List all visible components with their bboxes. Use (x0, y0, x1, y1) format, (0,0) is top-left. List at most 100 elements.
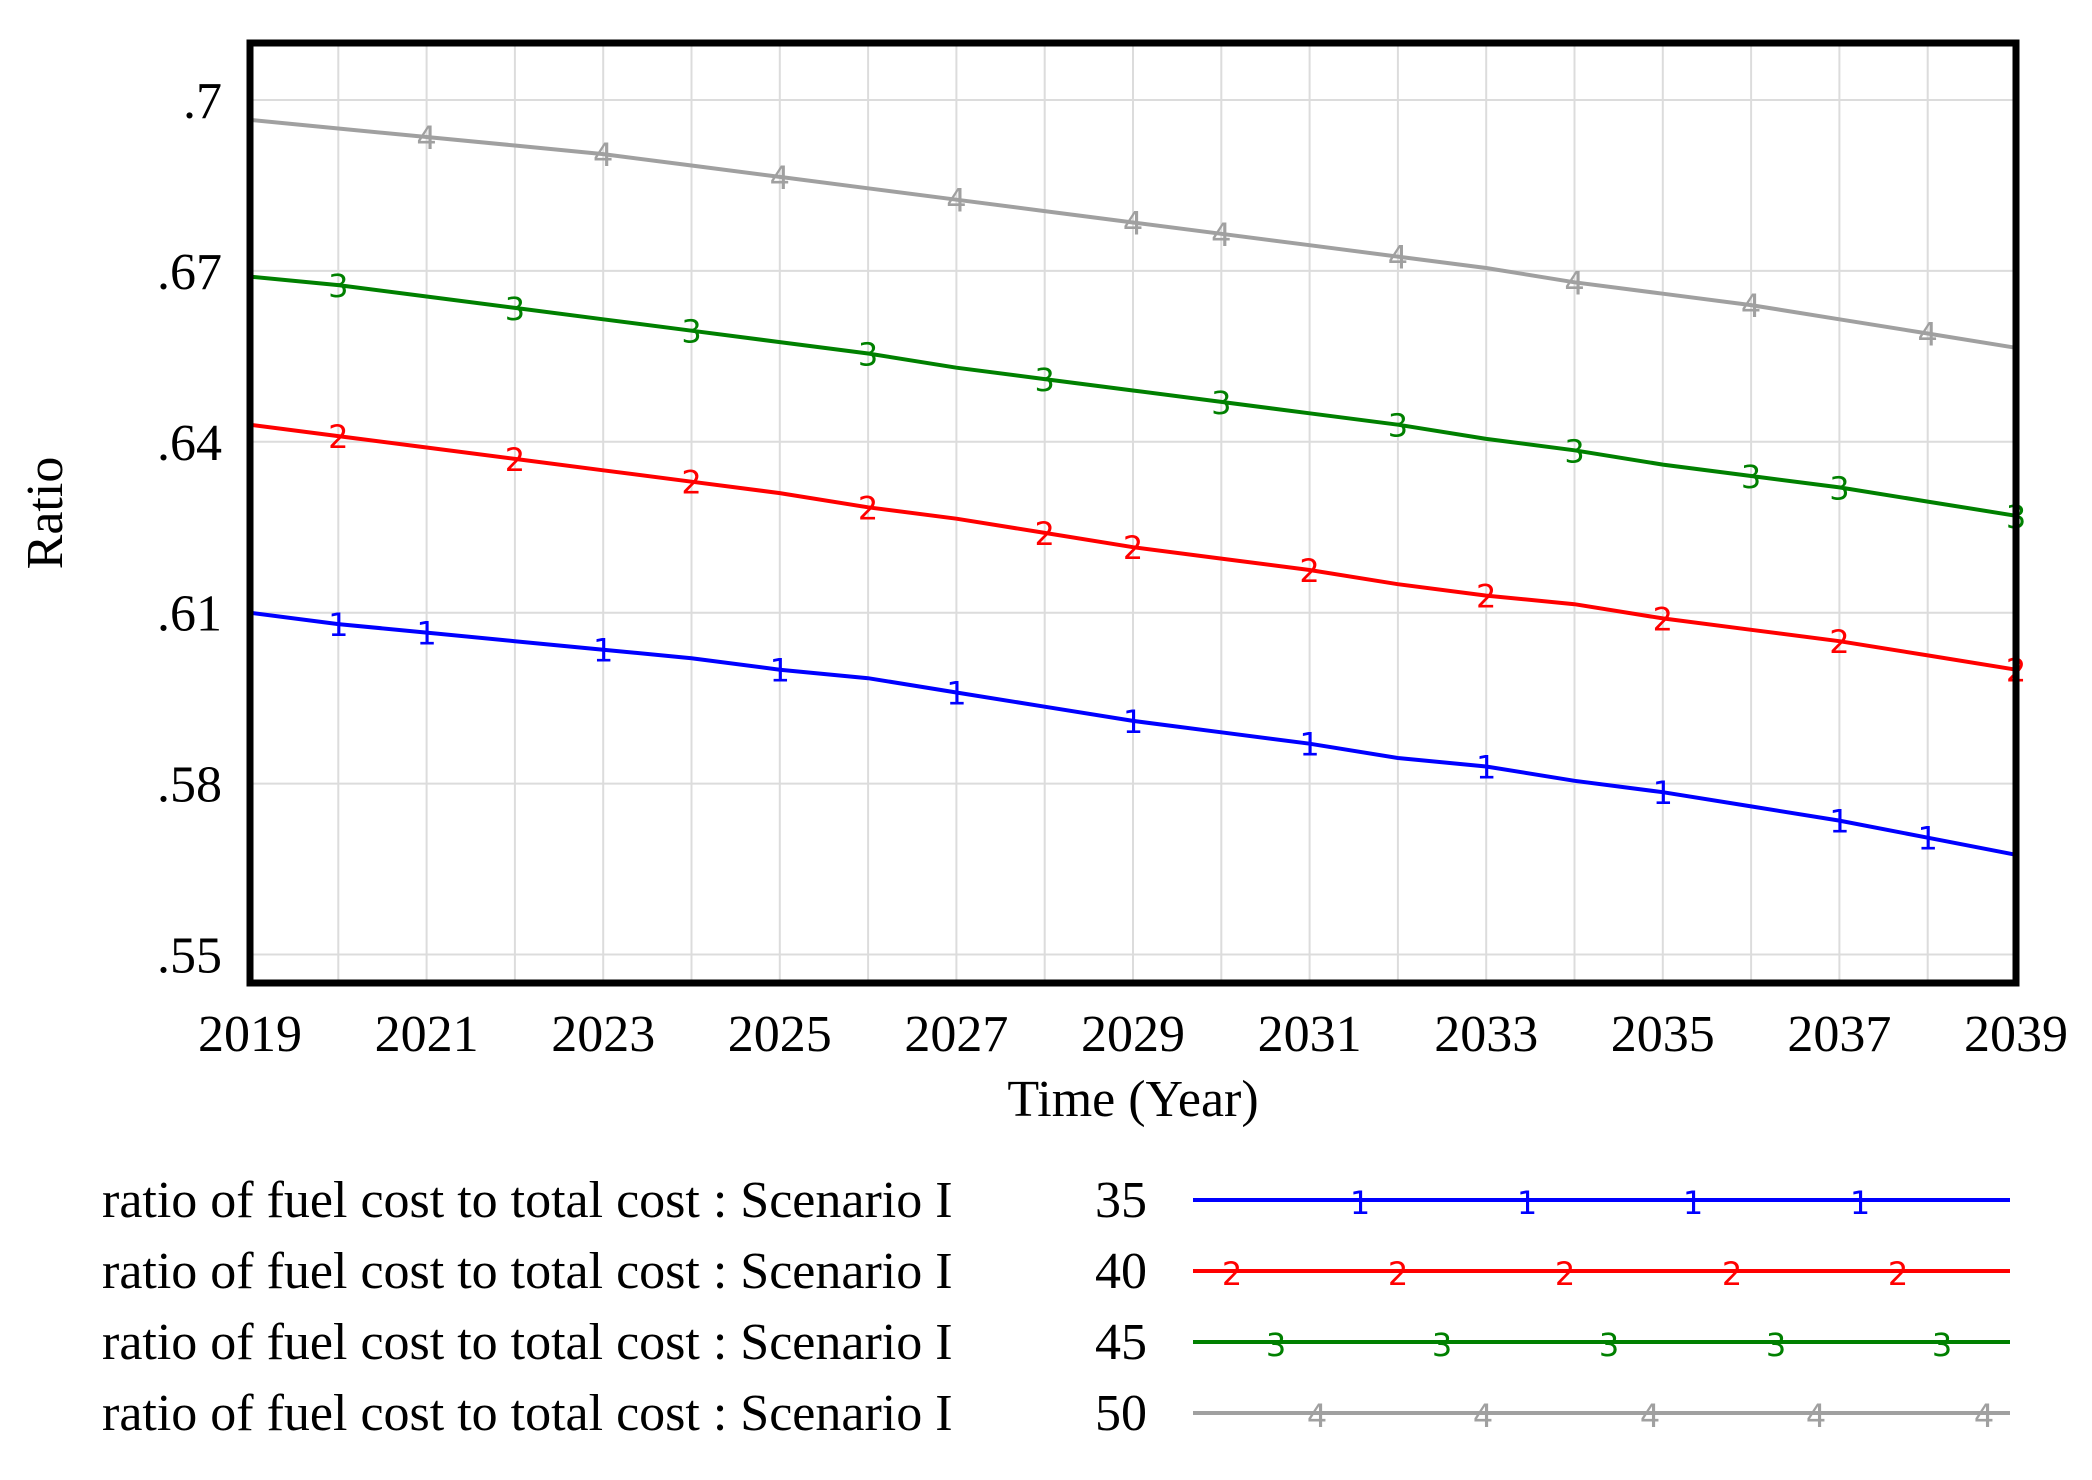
series-point-marker: 1 (1653, 774, 1673, 812)
legend-swatch-marker: 3 (1432, 1326, 1452, 1364)
legend-swatch-marker: 2 (1555, 1255, 1575, 1293)
series-point-marker: 3 (1035, 361, 1055, 399)
series-line-40 (249, 422, 2017, 672)
series-point-marker: 3 (1211, 384, 1231, 422)
grid (249, 43, 2017, 983)
legend-swatch-marker: 3 (1599, 1326, 1619, 1364)
series-point-marker: 4 (1211, 216, 1231, 254)
legend-label: ratio of fuel cost to total cost : Scena… (102, 1314, 953, 1371)
legend-label: ratio of fuel cost to total cost : Scena… (102, 1385, 953, 1442)
series-point-marker: 1 (1123, 703, 1143, 741)
series-point-marker: 4 (946, 182, 966, 220)
series-point-marker: 4 (1918, 316, 1938, 354)
legend-swatch-marker: 2 (1888, 1255, 1908, 1293)
series-50: 4 4 4 4 4 4 4 4 4 4 (249, 117, 2017, 354)
series-point-marker: 3 (1564, 432, 1584, 470)
series-line-35 (249, 610, 2017, 857)
series-point-marker: 4 (593, 136, 613, 174)
legend-label: ratio of fuel cost to total cost : Scena… (102, 1172, 953, 1229)
series-35: 1 1 1 1 1 1 1 1 1 1 1 (249, 606, 2017, 858)
legend-swatch-marker: 2 (1388, 1255, 1408, 1293)
legend-scenario-value: 50 (1095, 1385, 1147, 1442)
series-point-marker: 2 (505, 441, 525, 479)
legend-swatch-marker: 3 (1266, 1326, 1286, 1364)
legend-scenario-value: 40 (1095, 1243, 1147, 1300)
legend: ratio of fuel cost to total cost : Scena… (102, 1172, 2010, 1442)
series-point-marker: 3 (328, 267, 348, 305)
series-point-marker: 1 (328, 606, 348, 644)
series-point-marker: 4 (1388, 239, 1408, 277)
y-axis-title: Ratio (17, 457, 74, 570)
legend-item-50: ratio of fuel cost to total cost : Scena… (102, 1385, 2010, 1442)
legend-swatch-marker: 4 (1974, 1397, 1994, 1435)
series-point-marker: 2 (1123, 529, 1143, 567)
y-tick-label: .64 (157, 415, 222, 472)
x-tick-label: 2029 (1081, 1006, 1185, 1063)
series-point-marker: 2 (1035, 515, 1055, 553)
x-tick-label: 2039 (1964, 1006, 2068, 1063)
series-point-marker: 2 (1476, 578, 1496, 616)
series-point-marker: 4 (770, 159, 790, 197)
series-point-marker: 3 (681, 313, 701, 351)
series-point-marker: 2 (1653, 600, 1673, 638)
legend-swatch-marker: 1 (1850, 1184, 1870, 1222)
x-tick-label: 2037 (1787, 1006, 1891, 1063)
y-tick-label: .61 (157, 586, 222, 643)
legend-swatch-marker: 4 (1806, 1397, 1826, 1435)
series-point-marker: 4 (1741, 287, 1761, 325)
series-point-marker: 1 (593, 632, 613, 670)
series-point-marker: 1 (1918, 820, 1938, 858)
y-tick-label: .67 (157, 244, 222, 301)
series-point-marker: 4 (1564, 264, 1584, 302)
x-tick-label: 2031 (1258, 1006, 1362, 1063)
series-point-marker: 3 (858, 335, 878, 373)
legend-scenario-value: 35 (1095, 1172, 1147, 1229)
legend-item-45: ratio of fuel cost to total cost : Scena… (102, 1314, 2010, 1371)
legend-label: ratio of fuel cost to total cost : Scena… (102, 1243, 953, 1300)
x-tick-label: 2027 (904, 1006, 1008, 1063)
x-tick-label: 2035 (1611, 1006, 1715, 1063)
series-point-marker: 3 (505, 290, 525, 328)
y-tick-label: .58 (157, 757, 222, 814)
legend-item-35: ratio of fuel cost to total cost : Scena… (102, 1172, 2010, 1229)
x-tick-label: 2033 (1434, 1006, 1538, 1063)
series-point-marker: 2 (681, 464, 701, 502)
legend-swatch-marker: 4 (1640, 1397, 1660, 1435)
legend-swatch-marker: 4 (1473, 1397, 1493, 1435)
series-point-marker: 2 (858, 489, 878, 527)
x-tick-label: 2021 (375, 1006, 479, 1063)
series-point-marker: 1 (946, 674, 966, 712)
series-line-45 (249, 274, 2017, 518)
legend-swatch-marker: 1 (1517, 1184, 1537, 1222)
legend-swatch-marker: 2 (1222, 1255, 1242, 1293)
x-tick-label: 2025 (728, 1006, 832, 1063)
legend-swatch-marker: 3 (1766, 1326, 1786, 1364)
series-point-marker: 4 (1123, 204, 1143, 242)
series-point-marker: 2 (1829, 623, 1849, 661)
legend-swatch-marker: 2 (1722, 1255, 1742, 1293)
series-point-marker: 2 (1299, 552, 1319, 590)
series-point-marker: 1 (770, 652, 790, 690)
series-point-marker: 3 (1829, 469, 1849, 507)
series-point-marker: 1 (1829, 803, 1849, 841)
series-point-marker: 1 (1476, 749, 1496, 787)
plot-frame (246, 39, 2020, 987)
series-point-marker: 1 (1299, 726, 1319, 764)
series-line-50 (249, 117, 2017, 350)
legend-scenario-value: 45 (1095, 1314, 1147, 1371)
series-point-marker: 1 (416, 615, 436, 653)
x-tick-label: 2023 (551, 1006, 655, 1063)
x-tick-label: 2019 (198, 1006, 302, 1063)
x-axis-title: Time (Year) (1007, 1071, 1258, 1128)
series-point-marker: 3 (1741, 458, 1761, 496)
y-tick-label: .55 (157, 928, 222, 985)
axis-ticks: 2019 2021 2023 2025 2027 2029 2031 2033 2035 2037… (157, 73, 2068, 1063)
y-tick-label: .7 (183, 73, 222, 130)
legend-swatch-marker: 3 (1932, 1326, 1952, 1364)
series-point-marker: 2 (328, 418, 348, 456)
series-point-marker: 4 (416, 119, 436, 157)
series-point-marker: 3 (1388, 407, 1408, 445)
legend-item-40: ratio of fuel cost to total cost : Scena… (102, 1243, 2010, 1300)
legend-swatch-marker: 4 (1307, 1397, 1327, 1435)
